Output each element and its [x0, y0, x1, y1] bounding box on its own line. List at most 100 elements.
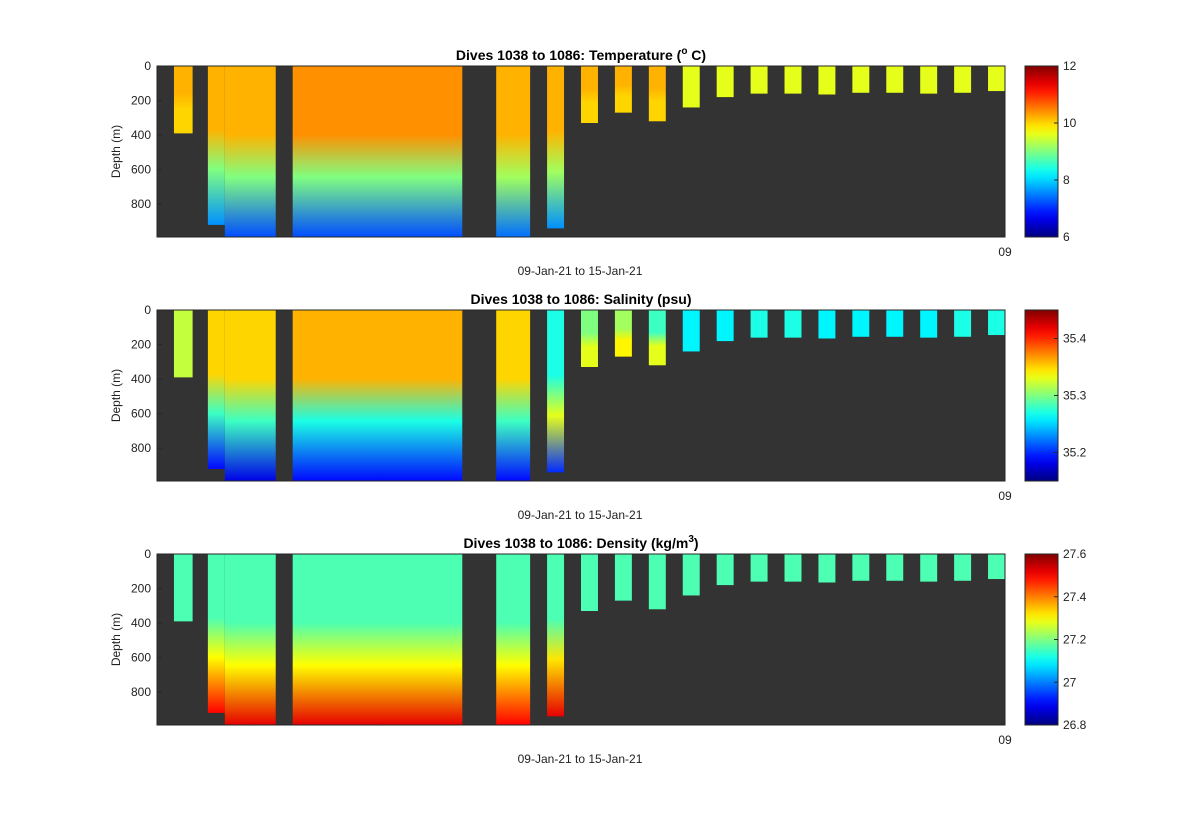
profile-column	[581, 554, 598, 611]
x-axis-label: 09-Jan-21 to 15-Jan-21	[518, 508, 643, 522]
profile-column	[173, 310, 193, 378]
x-axis-label: 09-Jan-21 to 15-Jan-21	[518, 752, 643, 766]
y-tick-label: 800	[131, 441, 151, 455]
panel-2-axes-box	[156, 309, 1006, 482]
y-axis-label: Depth (m)	[109, 125, 123, 178]
profile-column	[682, 554, 700, 596]
y-axis-label: Depth (m)	[109, 613, 123, 666]
profile-column	[954, 66, 972, 93]
panel-1: 0 200 400 600 800 Depth (m) Dives 1038 to 1086…	[109, 46, 1077, 278]
profile-column	[581, 66, 598, 123]
panel-3-colorbar	[1024, 553, 1059, 726]
profile-column	[852, 554, 870, 581]
chart-title-main: Dives 1038 to 1086: Density (kg/m	[463, 535, 688, 551]
panel-1-colorbar	[1024, 65, 1059, 238]
y-tick-label: 200	[131, 338, 151, 352]
x-tick-label: 09	[998, 733, 1012, 747]
x-tick-label: 09	[998, 489, 1012, 503]
profile-column	[988, 310, 1005, 336]
profile-column	[852, 310, 870, 337]
y-tick-label: 600	[131, 163, 151, 177]
profile-column	[852, 66, 870, 93]
profile-column	[988, 66, 1005, 92]
profile-column	[547, 554, 565, 717]
colorbar-tick-label: 27.2	[1063, 633, 1087, 647]
profile-column	[614, 310, 632, 357]
profile-column	[173, 66, 193, 134]
profile-column	[920, 310, 938, 338]
chart-title-main: Dives 1038 to 1086: Temperature (	[456, 47, 682, 63]
profile-column	[648, 66, 666, 122]
colorbar-tick-label: 27	[1063, 675, 1077, 689]
y-tick-label: 0	[144, 59, 151, 73]
colorbar-tick-label: 12	[1063, 59, 1077, 73]
chart-title: Dives 1038 to 1086: Temperature (o C)	[456, 46, 706, 63]
profile-column	[224, 66, 276, 237]
y-tick-label: 600	[131, 651, 151, 665]
profile-column	[496, 554, 531, 725]
x-tick-label: 09	[998, 245, 1012, 259]
panel-2: 0 200 400 600 800 Depth (m) Dives 1038 to 1086…	[109, 291, 1087, 522]
colorbar-tick-label: 35.4	[1063, 332, 1087, 346]
profile-column	[886, 554, 904, 581]
y-tick-label: 600	[131, 407, 151, 421]
chart-title: Dives 1038 to 1086: Density (kg/m3)	[463, 534, 698, 551]
profile-column	[292, 554, 463, 725]
profile-column	[750, 66, 768, 94]
chart-title-superscript: o	[681, 46, 687, 57]
panel-1-axes-box	[156, 65, 1006, 238]
profile-column	[954, 310, 972, 337]
profile-column	[784, 554, 802, 582]
profile-column	[716, 66, 734, 98]
profile-column	[920, 66, 938, 94]
profile-column	[716, 554, 734, 586]
profile-column	[173, 554, 193, 622]
profile-column	[750, 554, 768, 582]
y-tick-label: 400	[131, 128, 151, 142]
profile-column	[207, 310, 225, 469]
profile-column	[581, 310, 598, 367]
chart-title: Dives 1038 to 1086: Salinity (psu)	[471, 291, 692, 307]
colorbar-tick-label: 27.6	[1063, 547, 1087, 561]
profile-column	[818, 66, 836, 95]
profile-column	[886, 310, 904, 337]
colorbar-tick-label: 8	[1063, 173, 1070, 187]
profile-column	[547, 310, 565, 473]
chart-title-superscript: 3	[688, 534, 694, 545]
profile-column	[818, 554, 836, 583]
panel-2-colorbar	[1024, 309, 1059, 482]
chart-title-main: Dives 1038 to 1086: Salinity (psu)	[471, 291, 692, 307]
y-tick-label: 800	[131, 197, 151, 211]
chart-title-tail: C)	[687, 47, 706, 63]
y-tick-label: 0	[144, 547, 151, 561]
y-tick-label: 400	[131, 372, 151, 386]
profile-column	[496, 66, 531, 237]
profile-column	[207, 66, 225, 225]
profile-column	[224, 554, 276, 725]
profile-column	[716, 310, 734, 342]
y-tick-label: 400	[131, 616, 151, 630]
profile-column	[547, 66, 565, 229]
y-tick-label: 0	[144, 303, 151, 317]
profile-column	[292, 66, 463, 237]
profile-column	[648, 554, 666, 610]
profile-column	[682, 310, 700, 352]
profile-column	[954, 554, 972, 581]
profile-column	[682, 66, 700, 108]
panel-3: 0 200 400 600 800 Depth (m) Dives 1038 to 1086…	[109, 534, 1087, 766]
colorbar-tick-label: 35.2	[1063, 446, 1087, 460]
colorbar-tick-label: 27.4	[1063, 590, 1087, 604]
x-axis-label: 09-Jan-21 to 15-Jan-21	[518, 264, 643, 278]
colorbar-tick-label: 10	[1063, 116, 1077, 130]
colorbar-tick-label: 6	[1063, 230, 1070, 244]
profile-column	[614, 554, 632, 601]
profile-column	[224, 310, 276, 481]
profile-column	[496, 310, 531, 481]
profile-column	[648, 310, 666, 366]
profile-column	[988, 554, 1005, 580]
colorbar-tick-label: 26.8	[1063, 718, 1087, 732]
profile-column	[818, 310, 836, 339]
y-tick-label: 800	[131, 685, 151, 699]
